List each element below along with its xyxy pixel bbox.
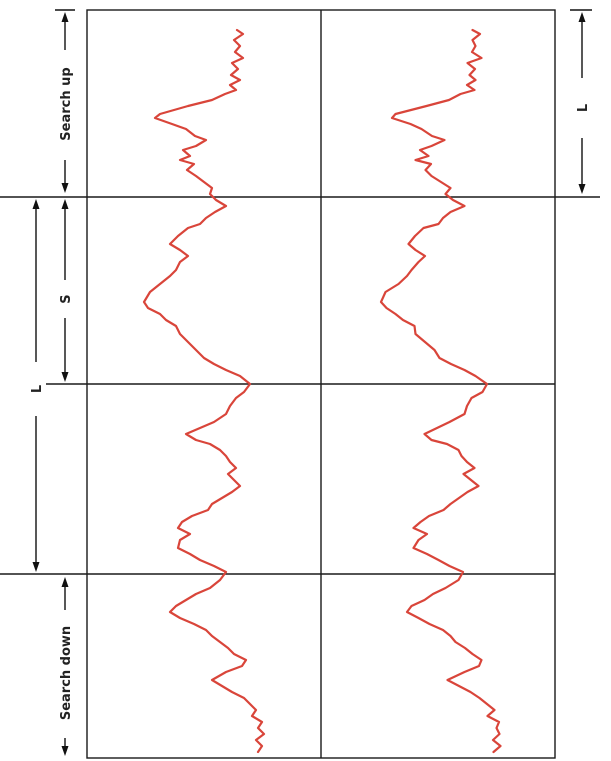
well-log-trace-left	[142, 28, 266, 754]
search-down-arrow-head-top	[61, 577, 69, 587]
well-log-trace-right	[379, 28, 502, 754]
search-up-dimension: Search up	[55, 9, 75, 193]
window-length-right-dimension: L	[570, 9, 592, 194]
search-up-label: Search up	[59, 67, 74, 140]
right-l-arrow-head-top	[578, 12, 586, 22]
left-l-label: L	[30, 385, 45, 393]
left-l-arrow-head-bottom	[32, 562, 40, 572]
shift-dimension: S	[56, 199, 74, 382]
search-up-arrow-head-top	[61, 12, 69, 22]
left-l-arrow-head-top	[32, 199, 40, 209]
right-l-arrow-head-bottom	[578, 184, 586, 194]
s-arrow-head-top	[61, 199, 69, 209]
window-length-left-dimension: L	[26, 199, 46, 572]
grid	[0, 9, 600, 759]
search-down-dimension: Search down	[56, 577, 74, 756]
search-down-arrow-head-bottom	[61, 746, 69, 756]
right-l-label: L	[576, 104, 591, 112]
s-arrow-head-bottom	[61, 372, 69, 382]
search-up-arrow-head-bottom	[61, 183, 69, 193]
s-label: S	[59, 294, 74, 303]
search-down-label: Search down	[59, 626, 74, 720]
